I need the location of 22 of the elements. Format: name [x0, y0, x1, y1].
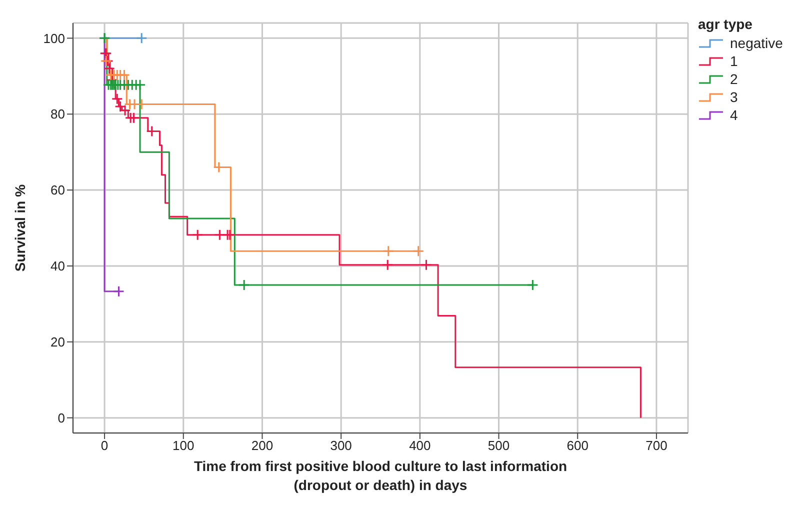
x-tick-label: 0 — [100, 438, 108, 454]
x-tick-label: 300 — [330, 438, 352, 454]
y-tick-label: 80 — [50, 106, 65, 122]
x-tick-label: 400 — [409, 438, 431, 454]
legend-title: agr type — [698, 16, 754, 32]
legend-label: 3 — [730, 89, 738, 105]
x-tick-label: 600 — [566, 438, 588, 454]
y-tick-label: 0 — [58, 410, 65, 426]
y-tick-label: 60 — [50, 182, 65, 198]
x-tick-label: 700 — [646, 438, 668, 454]
x-tick-label: 200 — [251, 438, 274, 454]
legend-label: 1 — [730, 53, 738, 69]
y-tick-label: 100 — [43, 30, 65, 46]
legend-label: 4 — [730, 107, 738, 123]
legend-label: 2 — [730, 71, 738, 87]
legend-label: negative — [730, 35, 783, 51]
x-tick-label: 100 — [172, 438, 194, 454]
x-tick-label: 500 — [488, 438, 510, 454]
y-tick-label: 40 — [50, 258, 65, 274]
y-axis-title: Survival in % — [12, 184, 28, 272]
y-tick-label: 20 — [50, 334, 65, 350]
x-axis-title: Time from first positive blood culture to last information (dropout or death) in days — [194, 458, 568, 493]
